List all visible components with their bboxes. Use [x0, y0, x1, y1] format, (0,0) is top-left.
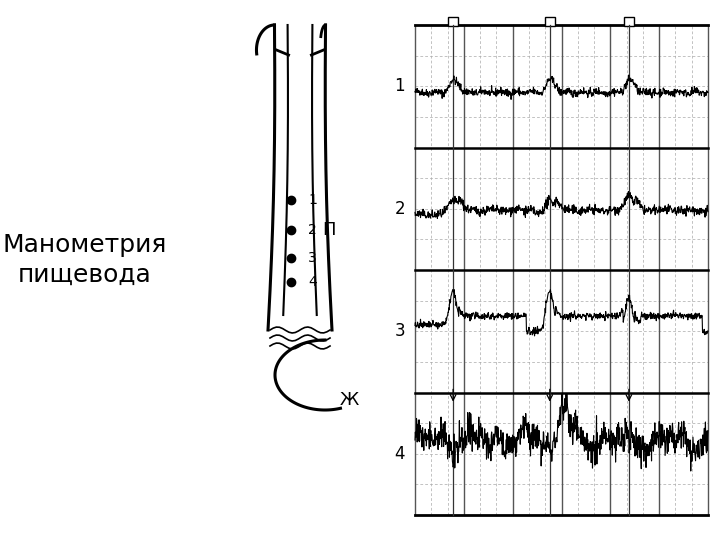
Text: П: П	[322, 221, 336, 239]
Text: 1: 1	[308, 193, 317, 207]
Text: 3: 3	[395, 322, 405, 340]
Text: Ж: Ж	[340, 391, 359, 409]
Bar	[545, 17, 555, 26]
Text: пищевода: пищевода	[18, 263, 152, 287]
Bar	[624, 17, 634, 26]
Text: 4: 4	[308, 275, 317, 289]
Text: 3: 3	[308, 251, 317, 265]
Text: 2: 2	[308, 223, 317, 237]
Text: 1: 1	[395, 77, 405, 95]
Text: 4: 4	[395, 445, 405, 463]
Text: 2: 2	[395, 200, 405, 218]
Bar	[415, 25, 708, 515]
Bar	[448, 17, 458, 26]
Text: Манометрия: Манометрия	[3, 233, 167, 257]
